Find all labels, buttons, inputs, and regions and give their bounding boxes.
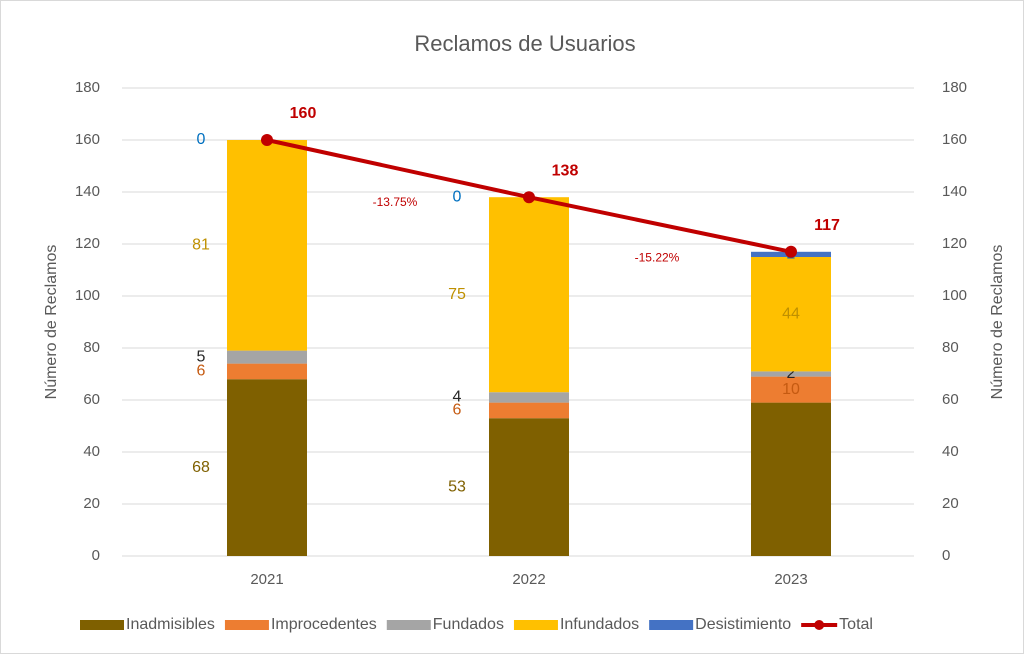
legend-marker: [814, 620, 825, 630]
y2-tick-label: 40: [942, 443, 959, 460]
y2-tick-label: 180: [942, 79, 967, 96]
y2-tick-label: 120: [942, 235, 967, 252]
data-label: 6: [197, 363, 206, 380]
data-label: 81: [192, 237, 210, 254]
legend-swatch: [513, 620, 558, 630]
x-tick-label: 2021: [250, 571, 283, 588]
data-label: 0: [197, 131, 206, 148]
data-label: 10: [782, 381, 800, 398]
y2-tick-label: 60: [942, 391, 959, 408]
legend-label: Improcedentes: [271, 616, 377, 633]
y-tick-label: 160: [75, 131, 100, 148]
data-label: 53: [448, 478, 466, 495]
change-annotation: -15.22%: [635, 251, 680, 265]
x-tick-label: 2023: [774, 571, 807, 588]
y-tick-label: 20: [83, 495, 100, 512]
y2-tick-label: 80: [942, 339, 959, 356]
total-marker: [523, 191, 535, 204]
total-marker: [261, 134, 273, 146]
data-label: 4: [453, 389, 462, 406]
legend-label: Total: [839, 616, 873, 633]
y-tick-label: 120: [75, 235, 100, 252]
data-label: 5: [197, 348, 206, 365]
total-marker: [785, 245, 797, 258]
bar-segment: [227, 350, 307, 364]
y-tick-label: 80: [83, 339, 100, 356]
legend-label: Inadmisibles: [126, 616, 215, 633]
total-label: 117: [814, 217, 840, 234]
data-label: 0: [453, 188, 462, 205]
bar-segment: [751, 257, 831, 372]
bar-segment: [751, 376, 831, 403]
bar-segment: [489, 392, 569, 403]
data-label: 2: [787, 365, 796, 382]
bar-segment: [751, 371, 831, 377]
y-tick-label: 140: [75, 183, 100, 200]
legend-label: Desistimiento: [695, 616, 791, 633]
y2-axis-label: Número de Reclamos: [989, 245, 1006, 400]
y-tick-label: 180: [75, 79, 100, 96]
legend-swatch: [80, 620, 124, 630]
bar-segment: [489, 197, 569, 393]
bar-segment: [489, 402, 569, 419]
legend-label: Fundados: [433, 616, 504, 633]
bar-segment: [227, 140, 307, 351]
data-label: 6: [453, 402, 462, 419]
y2-tick-label: 100: [942, 287, 967, 304]
total-label: 160: [290, 105, 317, 122]
y2-tick-label: 160: [942, 131, 967, 148]
y-tick-label: 0: [92, 547, 100, 564]
x-tick-label: 2022: [512, 571, 545, 588]
legend-swatch: [386, 620, 431, 630]
y2-tick-label: 20: [942, 495, 959, 512]
change-annotation: -13.75%: [373, 195, 418, 209]
y-tick-label: 60: [83, 391, 100, 408]
y-tick-label: 100: [75, 287, 100, 304]
legend-swatch: [649, 620, 694, 630]
y-tick-label: 40: [83, 443, 100, 460]
data-label: 44: [782, 305, 800, 322]
legend-label: Infundados: [560, 616, 639, 633]
chart-title: Reclamos de Usuarios: [414, 31, 635, 56]
data-label: 68: [192, 459, 210, 476]
y2-tick-label: 140: [942, 183, 967, 200]
y2-tick-label: 0: [942, 547, 950, 564]
y-axis-label: Número de Reclamos: [43, 245, 60, 400]
total-label: 138: [552, 162, 579, 179]
data-label: 75: [448, 286, 466, 303]
legend-swatch: [224, 620, 269, 630]
bar-segment: [227, 379, 307, 556]
bar-segment: [227, 363, 307, 380]
bar-segment: [489, 418, 569, 556]
bar-segment: [751, 402, 831, 556]
